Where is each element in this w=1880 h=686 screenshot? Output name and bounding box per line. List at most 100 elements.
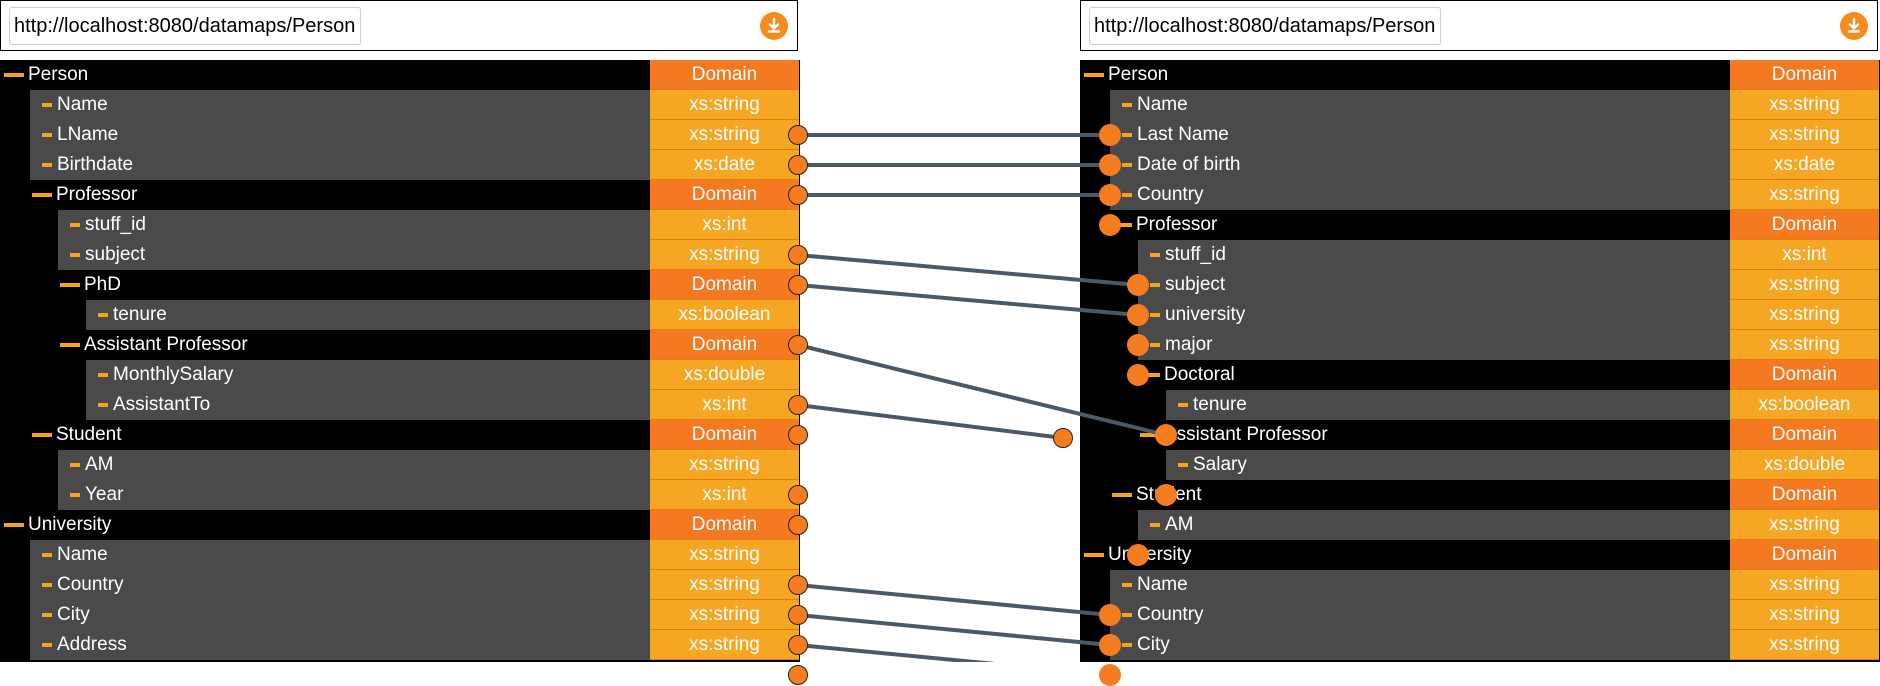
target-download-button[interactable] [1840, 12, 1868, 40]
source-download-button[interactable] [760, 12, 788, 40]
field-row-name[interactable]: Name xs:string [1080, 570, 1880, 600]
node-label: Country [1137, 604, 1204, 625]
field-row-country[interactable]: Country xs:string [1080, 180, 1880, 210]
source-port-address[interactable] [788, 665, 808, 685]
target-port-name[interactable] [1099, 604, 1121, 626]
source-port-name[interactable] [788, 125, 808, 145]
target-port-country[interactable] [1099, 214, 1121, 236]
dash-icon [1122, 193, 1132, 197]
mapping-link-monthlysalary[interactable] [797, 403, 1064, 440]
field-row-last-name[interactable]: Last Name xs:string [1080, 120, 1880, 150]
mapping-link-name[interactable] [797, 583, 1111, 617]
domain-row-doctoral[interactable]: Doctoral Domain [1080, 360, 1880, 390]
target-port-country[interactable] [1099, 634, 1121, 656]
field-row-birthdate[interactable]: Birthdate xs:date [0, 150, 800, 180]
domain-row-assistant-professor[interactable]: Assistant Professor Domain [1080, 420, 1880, 450]
node-label: stuff_id [1165, 244, 1226, 265]
collapse-icon[interactable] [1084, 73, 1104, 77]
drag-handle[interactable] [1053, 428, 1073, 448]
field-row-monthlysalary[interactable]: MonthlySalary xs:double [0, 360, 800, 390]
target-port-university[interactable] [1127, 334, 1149, 356]
collapse-icon[interactable] [1084, 553, 1104, 557]
type-cell: xs:string [1730, 570, 1879, 600]
mapping-link-city[interactable] [797, 643, 1110, 662]
domain-row-professor[interactable]: Professor Domain [0, 180, 800, 210]
field-row-country[interactable]: Country xs:string [1080, 600, 1880, 630]
source-port-name[interactable] [788, 575, 808, 595]
field-row-name[interactable]: Name xs:string [1080, 90, 1880, 120]
target-port-subject[interactable] [1127, 304, 1149, 326]
collapse-icon[interactable] [60, 283, 80, 287]
field-row-subject[interactable]: subject xs:string [0, 240, 800, 270]
source-port-subject[interactable] [788, 275, 808, 295]
domain-row-university[interactable]: University Domain [1080, 540, 1880, 570]
collapse-icon[interactable] [60, 343, 80, 347]
field-row-tenure[interactable]: tenure xs:boolean [0, 300, 800, 330]
node-label: University [1108, 544, 1192, 565]
domain-row-professor[interactable]: Professor Domain [1080, 210, 1880, 240]
source-port-stuff-id[interactable] [788, 245, 808, 265]
target-port-date-of-birth[interactable] [1099, 184, 1121, 206]
target-port-salary[interactable] [1155, 484, 1177, 506]
field-row-am[interactable]: AM xs:string [0, 450, 800, 480]
collapse-icon[interactable] [4, 73, 24, 77]
source-port-birthdate[interactable] [788, 185, 808, 205]
field-row-country[interactable]: Country xs:string [0, 570, 800, 600]
source-url-input[interactable] [9, 7, 361, 45]
source-port-tenure[interactable] [788, 335, 808, 355]
source-port-year[interactable] [788, 515, 808, 535]
field-row-subject[interactable]: subject xs:string [1080, 270, 1880, 300]
domain-row-university[interactable]: University Domain [0, 510, 800, 540]
source-port-lname[interactable] [788, 155, 808, 175]
field-row-name[interactable]: Name xs:string [0, 540, 800, 570]
source-port-country[interactable] [788, 605, 808, 625]
target-port-name[interactable] [1099, 124, 1121, 146]
dash-icon [42, 133, 52, 137]
target-port-tenure[interactable] [1155, 424, 1177, 446]
target-port-am[interactable] [1127, 544, 1149, 566]
node-label: Person [1108, 64, 1169, 85]
field-row-date-of-birth[interactable]: Date of birth xs:date [1080, 150, 1880, 180]
domain-row-phd[interactable]: PhD Domain [0, 270, 800, 300]
field-row-city[interactable]: City xs:string [0, 600, 800, 630]
source-port-monthlysalary[interactable] [788, 395, 808, 415]
collapse-icon[interactable] [1112, 493, 1132, 497]
field-row-stuff-id[interactable]: stuff_id xs:int [0, 210, 800, 240]
source-port-am[interactable] [788, 485, 808, 505]
target-port-city[interactable] [1099, 664, 1121, 686]
dash-icon [42, 553, 52, 557]
target-port-stuff-id[interactable] [1127, 274, 1149, 296]
field-row-tenure[interactable]: tenure xs:boolean [1080, 390, 1880, 420]
target-url-input[interactable] [1089, 7, 1441, 45]
domain-row-person[interactable]: Person Domain [1080, 60, 1880, 90]
collapse-icon[interactable] [32, 193, 52, 197]
collapse-icon[interactable] [32, 433, 52, 437]
field-row-address[interactable]: Address xs:string [0, 630, 800, 660]
source-port-city[interactable] [788, 635, 808, 655]
collapse-icon[interactable] [4, 523, 24, 527]
target-port-last-name[interactable] [1099, 154, 1121, 176]
field-row-major[interactable]: major xs:string [1080, 330, 1880, 360]
field-row-lname[interactable]: LName xs:string [0, 120, 800, 150]
type-cell: xs:int [1730, 240, 1879, 270]
source-port-assistantto[interactable] [788, 425, 808, 445]
field-row-year[interactable]: Year xs:int [0, 480, 800, 510]
domain-row-assistant-professor[interactable]: Assistant Professor Domain [0, 330, 800, 360]
field-lane [1110, 150, 1730, 180]
dash-icon [1150, 523, 1160, 527]
field-row-stuff-id[interactable]: stuff_id xs:int [1080, 240, 1880, 270]
target-port-major[interactable] [1127, 364, 1149, 386]
mapping-link-country[interactable] [797, 613, 1111, 647]
collapse-icon[interactable] [1112, 223, 1132, 227]
field-row-city[interactable]: City xs:string [1080, 630, 1880, 660]
field-row-salary[interactable]: Salary xs:double [1080, 450, 1880, 480]
field-row-university[interactable]: university xs:string [1080, 300, 1880, 330]
field-row-assistantto[interactable]: AssistantTo xs:int [0, 390, 800, 420]
node-label: subject [1165, 274, 1226, 295]
domain-row-person[interactable]: Person Domain [0, 60, 800, 90]
field-row-am[interactable]: AM xs:string [1080, 510, 1880, 540]
type-cell: Domain [650, 330, 799, 360]
field-row-name[interactable]: Name xs:string [0, 90, 800, 120]
